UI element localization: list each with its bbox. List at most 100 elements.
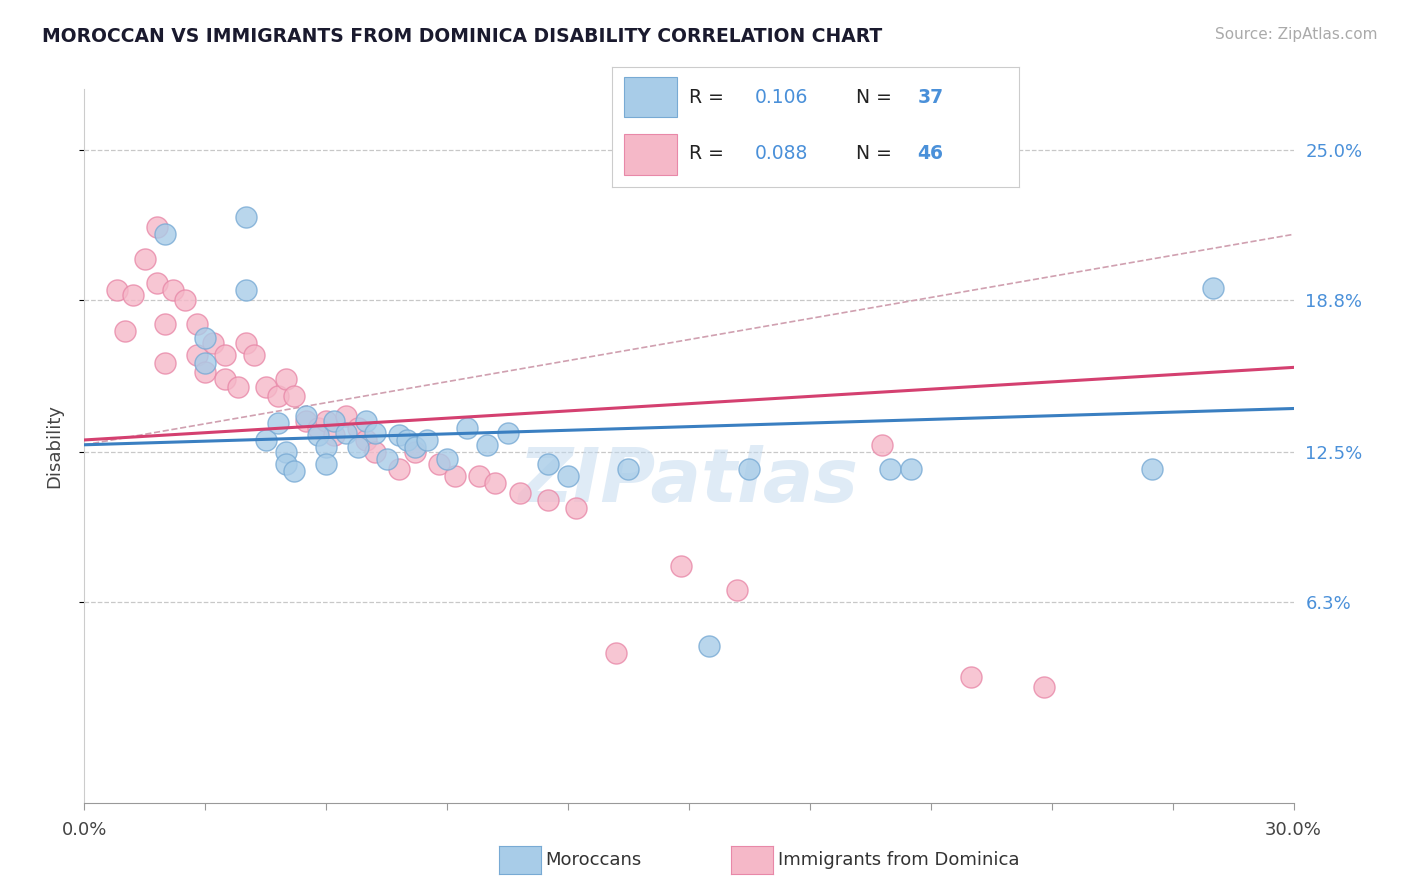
Text: 0.0%: 0.0% xyxy=(62,821,107,838)
Text: Moroccans: Moroccans xyxy=(546,851,641,869)
Point xyxy=(274,445,297,459)
Point xyxy=(254,433,277,447)
Point xyxy=(146,276,169,290)
Point xyxy=(295,414,318,428)
Point xyxy=(186,317,208,331)
Point xyxy=(307,428,329,442)
Point xyxy=(194,365,217,379)
Point xyxy=(427,457,450,471)
Text: R =: R = xyxy=(689,88,730,107)
Point xyxy=(323,414,346,428)
Point xyxy=(335,409,357,423)
Text: 0.106: 0.106 xyxy=(754,88,807,107)
Text: 0.088: 0.088 xyxy=(754,145,807,163)
Point xyxy=(484,476,506,491)
Point xyxy=(605,646,627,660)
Point xyxy=(509,486,531,500)
Point xyxy=(114,324,136,338)
Text: ZIPatlas: ZIPatlas xyxy=(519,445,859,518)
Point xyxy=(879,462,901,476)
Point xyxy=(214,372,236,386)
Text: N =: N = xyxy=(856,88,898,107)
Point xyxy=(153,227,176,242)
Point xyxy=(872,438,894,452)
Point xyxy=(162,283,184,297)
Point xyxy=(496,425,519,440)
Point xyxy=(725,582,748,597)
Point xyxy=(388,462,411,476)
Point xyxy=(153,317,176,331)
Point xyxy=(146,220,169,235)
Point xyxy=(105,283,128,297)
Point xyxy=(669,558,692,573)
Point xyxy=(283,389,305,403)
Point xyxy=(375,452,398,467)
Point xyxy=(363,425,385,440)
Point xyxy=(557,469,579,483)
Point xyxy=(697,639,720,653)
Point xyxy=(436,452,458,467)
Point xyxy=(404,445,426,459)
Point xyxy=(537,457,560,471)
Text: 37: 37 xyxy=(917,88,943,107)
Point xyxy=(267,416,290,430)
Point xyxy=(960,670,983,684)
Point xyxy=(416,433,439,447)
Point xyxy=(404,440,426,454)
Point xyxy=(235,336,257,351)
Point xyxy=(315,414,337,428)
Point xyxy=(134,252,156,266)
Point xyxy=(214,348,236,362)
Point xyxy=(388,428,411,442)
Point xyxy=(267,389,290,403)
Point xyxy=(356,414,378,428)
Point xyxy=(1142,462,1164,476)
Point xyxy=(738,462,761,476)
Text: 46: 46 xyxy=(917,145,943,163)
Point xyxy=(565,500,588,515)
Point xyxy=(900,462,922,476)
Point xyxy=(121,288,143,302)
Point xyxy=(347,421,370,435)
Point xyxy=(315,440,337,454)
Point xyxy=(323,428,346,442)
Bar xyxy=(624,135,676,175)
Point xyxy=(254,380,277,394)
Point xyxy=(356,433,378,447)
Point xyxy=(295,409,318,423)
Point xyxy=(1032,680,1054,694)
Point xyxy=(477,438,499,452)
Text: Immigrants from Dominica: Immigrants from Dominica xyxy=(778,851,1019,869)
Point xyxy=(153,355,176,369)
Text: 30.0%: 30.0% xyxy=(1265,821,1322,838)
Point xyxy=(283,464,305,478)
Point xyxy=(274,372,297,386)
Y-axis label: Disability: Disability xyxy=(45,404,63,488)
Point xyxy=(1202,280,1225,294)
Point xyxy=(226,380,249,394)
Point xyxy=(194,355,217,369)
Point xyxy=(617,462,640,476)
Point xyxy=(242,348,264,362)
Point xyxy=(468,469,491,483)
Point xyxy=(537,493,560,508)
Bar xyxy=(624,77,676,118)
Point xyxy=(444,469,467,483)
Point xyxy=(235,283,257,297)
Point xyxy=(235,211,257,225)
Point xyxy=(363,445,385,459)
Point xyxy=(456,421,478,435)
Text: R =: R = xyxy=(689,145,730,163)
Text: Source: ZipAtlas.com: Source: ZipAtlas.com xyxy=(1215,27,1378,42)
Point xyxy=(274,457,297,471)
Point xyxy=(186,348,208,362)
Text: N =: N = xyxy=(856,145,898,163)
Point xyxy=(335,425,357,440)
Text: MOROCCAN VS IMMIGRANTS FROM DOMINICA DISABILITY CORRELATION CHART: MOROCCAN VS IMMIGRANTS FROM DOMINICA DIS… xyxy=(42,27,883,45)
Point xyxy=(307,421,329,435)
Point xyxy=(174,293,197,307)
Point xyxy=(194,331,217,345)
Point xyxy=(347,440,370,454)
Point xyxy=(315,457,337,471)
Point xyxy=(395,433,418,447)
